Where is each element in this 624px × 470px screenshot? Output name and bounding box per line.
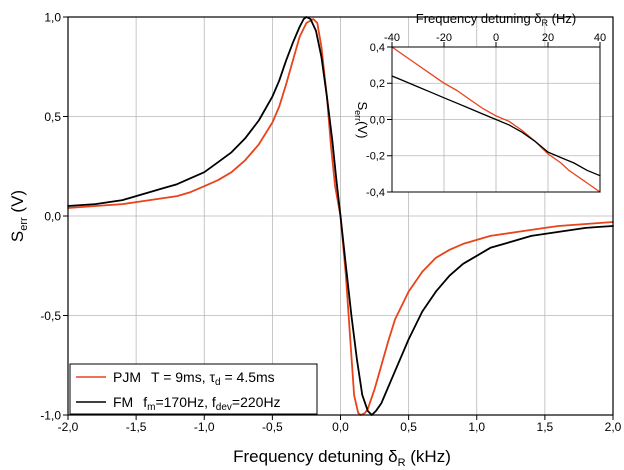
x-tick-label: -0,5 [262, 420, 283, 434]
inset-y-axis-label: Serr(V) [353, 101, 370, 138]
x-tick-label: 1,0 [468, 420, 485, 434]
y-tick-label: 1,0 [44, 10, 61, 24]
x-tick-label: 20 [542, 32, 554, 44]
main-plot-area: -2,0 -1,5 -1,0 -0,5 0,0 0,5 1,0 1,5 2,0 -1,0 -0,5… [40, 10, 621, 434]
main-y-ticks: -1,0 -0,5 0,0 0,5 1,0 [40, 10, 68, 422]
inset-x-axis-label: Frequency detuning δR (Hz) [416, 11, 576, 28]
series-line-fm [391, 75, 601, 177]
x-tick-label: 1,5 [537, 420, 554, 434]
x-tick-label: -40 [384, 32, 400, 44]
x-tick-label: 0,5 [400, 420, 417, 434]
y-tick-label: 0,0 [44, 209, 61, 223]
y-tick-label: -0,2 [366, 151, 385, 163]
main-y-axis-label: Serr (V) [8, 190, 30, 242]
main-x-axis-label: Frequency detuning δR (kHz) [233, 447, 451, 469]
y-tick-label: 0,5 [44, 110, 61, 124]
series-line-fm [67, 16, 614, 416]
x-tick-label: -1,0 [194, 420, 215, 434]
y-tick-label: -0,4 [366, 187, 385, 199]
legend-label-fm: FM fm=170Hz, fdev=220Hz [113, 394, 281, 413]
x-tick-label: 2,0 [605, 420, 622, 434]
x-tick-label: 0 [493, 32, 499, 44]
series-line-pjm [391, 46, 601, 193]
series-line-pjm [67, 18, 614, 416]
y-tick-label: -1,0 [40, 408, 61, 422]
y-tick-label: -0,5 [40, 309, 61, 323]
inset-y-ticks: -0,4 -0,2 0,0 0,2 0,4 [366, 42, 392, 199]
legend: PJM T = 9ms, τd = 4.5ms FM fm=170Hz, fdev=… [69, 363, 318, 415]
x-tick-label: 0,0 [332, 420, 349, 434]
legend-box [69, 363, 318, 415]
x-tick-label: -20 [436, 32, 452, 44]
inset-series-group [391, 46, 601, 193]
x-tick-label: -1,5 [126, 420, 147, 434]
inset-plot-area: -40 -20 0 20 40 -0,4 -0,2 0,0 0,2 0,4 [366, 32, 606, 199]
legend-label-pjm: PJM T = 9ms, τd = 4.5ms [113, 369, 275, 388]
x-tick-label: -2,0 [58, 420, 79, 434]
y-tick-label: 0,2 [370, 78, 385, 90]
main-series-group [67, 16, 614, 416]
main-x-ticks: -2,0 -1,5 -1,0 -0,5 0,0 0,5 1,0 1,5 2,0 [58, 415, 622, 434]
y-tick-label: 0,0 [370, 114, 385, 126]
inset-x-ticks: -40 -20 0 20 40 [384, 32, 606, 47]
x-tick-label: 40 [594, 32, 606, 44]
y-tick-label: 0,4 [370, 42, 385, 54]
